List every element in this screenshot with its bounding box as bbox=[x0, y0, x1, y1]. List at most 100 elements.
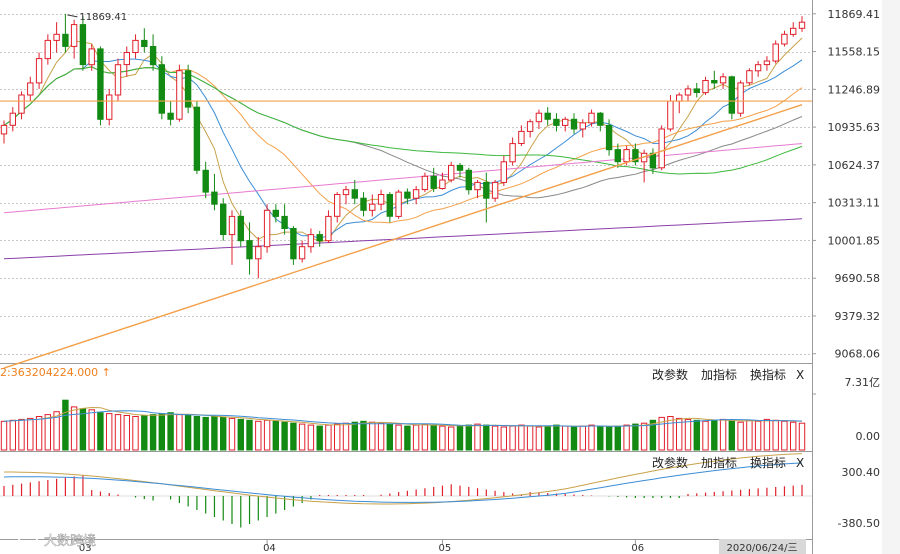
candle bbox=[746, 68, 753, 86]
candle bbox=[132, 34, 139, 59]
candle bbox=[263, 204, 271, 253]
volume-bar bbox=[526, 425, 534, 451]
candle-body bbox=[53, 33, 60, 41]
candle-body bbox=[658, 128, 665, 169]
volume-bar bbox=[307, 424, 315, 451]
candle bbox=[141, 28, 148, 53]
candle-body bbox=[614, 149, 621, 163]
candle bbox=[316, 230, 323, 247]
volume-bar bbox=[211, 416, 218, 451]
volume-bar bbox=[754, 420, 762, 451]
candle-body bbox=[728, 76, 735, 114]
volume-close-button[interactable]: X bbox=[796, 368, 804, 382]
volume-bar bbox=[0, 420, 8, 451]
candle bbox=[351, 179, 359, 205]
candle-body bbox=[202, 169, 209, 193]
volume-bar bbox=[193, 416, 201, 451]
macd-add-indicator-button[interactable]: 加指标 bbox=[701, 455, 737, 470]
candle bbox=[483, 172, 490, 223]
candle bbox=[228, 210, 236, 265]
volume-bar bbox=[728, 420, 735, 451]
volume-bar bbox=[588, 424, 595, 451]
grid-lines bbox=[0, 14, 812, 355]
volume-y-tick-label-zero: 0.00 bbox=[856, 430, 881, 443]
candle bbox=[307, 228, 315, 253]
price-y-tick-label: 9068.06 bbox=[835, 348, 881, 361]
candle-body bbox=[97, 48, 104, 120]
candle-body bbox=[772, 43, 779, 62]
volume-bar bbox=[719, 418, 727, 451]
candle bbox=[114, 58, 122, 102]
candle-body bbox=[562, 118, 569, 126]
candle-body bbox=[544, 112, 551, 120]
candle bbox=[27, 76, 34, 102]
candle bbox=[728, 75, 735, 120]
candle-body bbox=[220, 203, 227, 235]
candle bbox=[605, 119, 613, 156]
volume-change-params-button[interactable]: 改参数 bbox=[652, 367, 688, 382]
volume-switch-indicator-button[interactable]: 换指标 bbox=[750, 367, 786, 382]
volume-bar bbox=[790, 421, 797, 451]
candle bbox=[167, 101, 174, 126]
candle-body bbox=[325, 215, 332, 242]
volume-bar bbox=[562, 425, 569, 451]
volume-bar bbox=[176, 414, 183, 451]
annotations: 11869.41 bbox=[0, 12, 812, 369]
macd-close-button[interactable]: X bbox=[796, 456, 804, 470]
candle bbox=[614, 143, 621, 168]
candle-body bbox=[588, 112, 595, 124]
candle-body bbox=[158, 64, 166, 114]
macd-y-tick-label-max: 300.40 bbox=[842, 466, 881, 479]
candle-body bbox=[605, 124, 613, 151]
candle-body bbox=[491, 181, 499, 199]
volume-bar bbox=[439, 425, 446, 451]
candle-body bbox=[88, 48, 95, 66]
volume-bar bbox=[53, 411, 60, 451]
volume-bar bbox=[772, 419, 779, 451]
candle-body bbox=[684, 88, 692, 96]
candle-body bbox=[123, 52, 130, 66]
macd-switch-indicator-button[interactable]: 换指标 bbox=[750, 455, 786, 470]
candle-body bbox=[255, 246, 262, 260]
candle bbox=[334, 192, 341, 223]
candle bbox=[579, 119, 586, 138]
volume-bar bbox=[781, 420, 788, 451]
candle bbox=[0, 120, 8, 144]
volume-bar bbox=[9, 419, 17, 451]
volume-bar bbox=[263, 419, 271, 451]
candle bbox=[518, 125, 525, 146]
candle bbox=[719, 73, 727, 89]
volume-bar bbox=[614, 425, 621, 451]
candle bbox=[562, 116, 569, 132]
volume-bar bbox=[97, 412, 104, 451]
price-y-tick-label: 10001.85 bbox=[828, 234, 881, 247]
candle-body bbox=[781, 33, 788, 45]
candle bbox=[176, 64, 183, 122]
macd-change-params-button[interactable]: 改参数 bbox=[652, 455, 688, 470]
candle-body bbox=[167, 112, 174, 120]
candle bbox=[298, 240, 306, 263]
volume-bar bbox=[500, 426, 508, 451]
candle-body bbox=[553, 118, 560, 126]
candle bbox=[772, 40, 779, 64]
candle bbox=[255, 237, 262, 279]
macd-dif-line bbox=[4, 453, 803, 505]
candle-body bbox=[386, 194, 394, 217]
volume-add-indicator-button[interactable]: 加指标 bbox=[701, 367, 737, 382]
candle-body bbox=[421, 175, 429, 191]
candle bbox=[18, 91, 25, 120]
candle bbox=[395, 189, 402, 219]
volume-bar bbox=[62, 399, 69, 451]
misc-overlays: 大数跨境 bbox=[18, 530, 96, 550]
candle-body bbox=[439, 179, 446, 189]
candle bbox=[377, 189, 385, 211]
candle-body bbox=[184, 70, 192, 108]
peak-pointer bbox=[67, 14, 78, 18]
volume-bar bbox=[623, 424, 630, 451]
candle bbox=[290, 226, 297, 265]
candle-body bbox=[597, 112, 604, 126]
candle bbox=[97, 46, 104, 126]
candle-body bbox=[316, 234, 323, 242]
candle-body bbox=[746, 70, 753, 84]
